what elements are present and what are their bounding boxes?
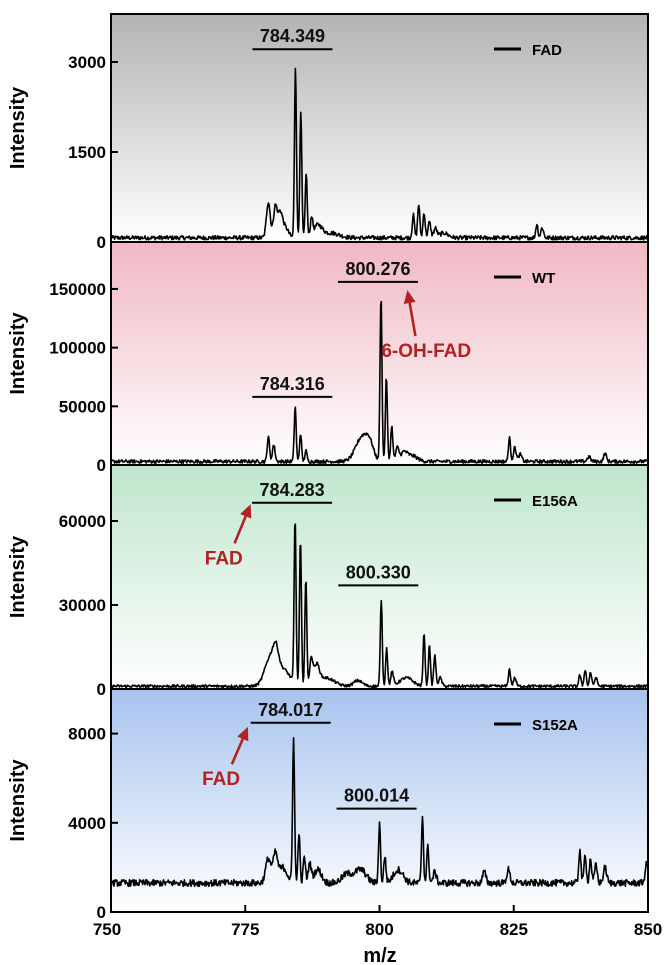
peak-label: 800.014	[344, 786, 409, 806]
y-axis-title: Intensity	[7, 312, 29, 395]
y-tick-label: 0	[97, 903, 106, 922]
y-tick-label: 60000	[59, 512, 106, 531]
peak-label: 800.276	[345, 259, 410, 279]
panel-background	[111, 14, 648, 242]
y-tick-label: 3000	[68, 53, 106, 72]
y-tick-label: 0	[97, 680, 106, 699]
y-tick-label: 30000	[59, 596, 106, 615]
annotation-arrow-head	[240, 504, 252, 519]
y-tick-label: 150000	[49, 280, 106, 299]
panel-background	[111, 689, 648, 912]
spectrum-trace	[110, 300, 649, 465]
x-tick-label: 750	[93, 920, 121, 939]
y-tick-label: 50000	[59, 397, 106, 416]
y-axis-title: Intensity	[7, 535, 29, 618]
spectrum-trace	[110, 67, 649, 241]
annotation-arrow-shaft	[230, 738, 244, 765]
y-tick-label: 0	[97, 456, 106, 475]
legend-label: S152A	[532, 717, 578, 734]
x-tick-label: 850	[634, 920, 662, 939]
legend-label: FAD	[532, 42, 562, 59]
spectrum-panel-wt: 0 50000 100000 150000 Intensity WT 784.316 800.…	[7, 241, 649, 475]
spectrum-panel-e156a: 0 30000 60000 Intensity E156A 784.283 800.330 F…	[7, 464, 649, 699]
y-tick-label: 8000	[68, 725, 106, 744]
peak-label: 800.330	[346, 562, 411, 582]
peak-label: 784.017	[258, 700, 323, 720]
spectrum-panel-fad: 0 1500 3000 Intensity FAD 784.349	[7, 13, 649, 252]
spectrum-panel-s152a: 0 4000 8000 Intensity S152A 784.017 800.014 FAD	[7, 688, 649, 922]
annotation-arrow-shaft	[408, 302, 417, 337]
x-tick-label: 825	[500, 920, 528, 939]
annotation-arrow-head	[403, 290, 416, 304]
y-tick-label: 1500	[68, 143, 106, 162]
x-tick-label: 775	[231, 920, 259, 939]
y-axis-title: Intensity	[7, 759, 29, 842]
legend-label: WT	[532, 270, 555, 287]
y-tick-label: 100000	[49, 339, 106, 358]
spectrum-trace	[110, 523, 649, 689]
annotation-label: FAD	[202, 769, 240, 790]
annotation-arrow-head	[237, 726, 249, 742]
y-axis-title: Intensity	[7, 86, 29, 169]
annotation-label: 6-OH-FAD	[381, 341, 471, 362]
peak-label: 784.316	[260, 374, 325, 394]
annotation-arrow-shaft	[233, 515, 247, 544]
y-tick-label: 0	[97, 233, 106, 252]
x-tick-label: 800	[365, 920, 393, 939]
x-axis-title: m/z	[363, 945, 396, 965]
spectrum-trace	[110, 737, 649, 888]
y-tick-label: 4000	[68, 814, 106, 833]
annotation-label: FAD	[205, 548, 243, 569]
peak-label: 784.283	[260, 480, 325, 500]
legend-label: E156A	[532, 493, 578, 510]
peak-label: 784.349	[260, 26, 325, 46]
